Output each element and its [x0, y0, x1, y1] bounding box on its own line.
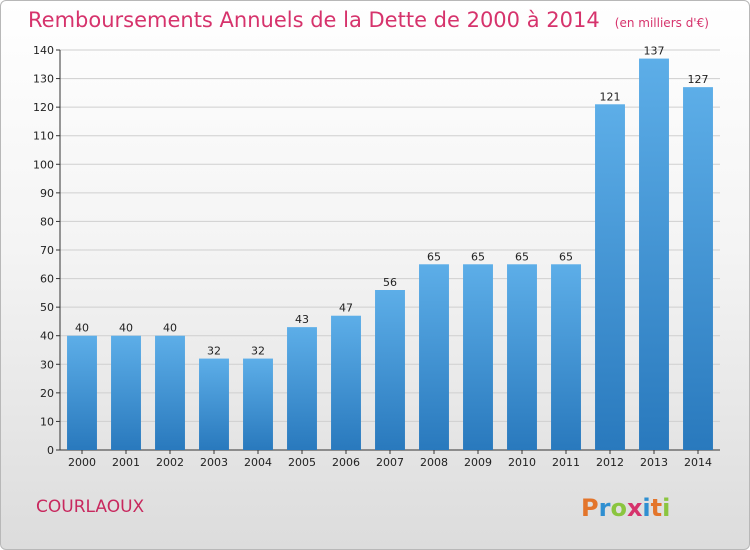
x-tick-label: 2008	[420, 456, 448, 469]
y-tick-label: 130	[33, 73, 54, 86]
bar	[155, 335, 185, 450]
data-label: 65	[471, 250, 485, 263]
x-tick-label: 2004	[244, 456, 272, 469]
bar	[463, 264, 493, 450]
bar	[67, 335, 97, 450]
bar	[243, 358, 273, 450]
logo-letter: t	[651, 494, 662, 522]
bar	[507, 264, 537, 450]
x-tick-label: 2005	[288, 456, 316, 469]
y-tick-label: 110	[33, 130, 54, 143]
x-tick-label: 2010	[508, 456, 536, 469]
x-tick-label: 2012	[596, 456, 624, 469]
y-tick-label: 70	[40, 244, 54, 257]
data-label: 40	[75, 322, 89, 335]
logo-letter: x	[627, 494, 643, 522]
data-label: 43	[295, 313, 309, 326]
bars	[67, 58, 713, 451]
data-label: 40	[163, 322, 177, 335]
proxiti-logo: Proxiti	[581, 494, 670, 522]
bar	[111, 335, 141, 450]
y-tick-label: 60	[40, 273, 54, 286]
logo-letter: i	[662, 494, 670, 522]
bar	[287, 327, 317, 450]
y-tick-label: 40	[40, 330, 54, 343]
bar	[639, 58, 669, 450]
data-label: 56	[383, 276, 397, 289]
data-label: 40	[119, 322, 133, 335]
bar	[331, 315, 361, 450]
bar	[551, 264, 581, 450]
y-tick-label: 0	[47, 444, 54, 457]
y-tick-label: 140	[33, 44, 54, 57]
x-tick-label: 2014	[684, 456, 712, 469]
data-label: 65	[559, 250, 573, 263]
bar	[683, 87, 713, 451]
logo-letter: P	[581, 494, 599, 522]
x-tick-label: 2013	[640, 456, 668, 469]
chart-title-text: Remboursements Annuels de la Dette de 20…	[28, 8, 600, 32]
bar	[199, 358, 229, 450]
x-tick-label: 2003	[200, 456, 228, 469]
y-tick-label: 80	[40, 215, 54, 228]
bar	[375, 290, 405, 450]
x-tick-labels: 2000 2001 2002 2003 2004 2005 2006 2007 2008 2009…	[68, 456, 712, 469]
data-label: 32	[207, 345, 221, 358]
bar	[419, 264, 449, 450]
bar	[595, 104, 625, 451]
y-tick-label: 20	[40, 387, 54, 400]
x-tick-label: 2009	[464, 456, 492, 469]
chart-unit-note: (en milliers d'€)	[615, 16, 709, 30]
data-label: 47	[339, 302, 353, 315]
x-tick-label: 2007	[376, 456, 404, 469]
y-tick-label: 50	[40, 301, 54, 314]
logo-letter: i	[642, 494, 650, 522]
data-label: 137	[644, 45, 665, 58]
logo-letter: o	[610, 494, 627, 522]
y-tick-label: 90	[40, 187, 54, 200]
y-tick-label: 30	[40, 358, 54, 371]
logo-letter: r	[599, 494, 611, 522]
data-label: 32	[251, 345, 265, 358]
data-label: 121	[600, 90, 621, 103]
chart-title: Remboursements Annuels de la Dette de 20…	[28, 8, 709, 32]
x-tick-label: 2006	[332, 456, 360, 469]
y-tick-label: 100	[33, 158, 54, 171]
x-tick-label: 2011	[552, 456, 580, 469]
x-tick-label: 2001	[112, 456, 140, 469]
y-tick-labels: 0 10 20 30 40 50 60 70 80 90 100 110 120 130 140	[33, 44, 54, 457]
y-tick-label: 10	[40, 415, 54, 428]
commune-name: COURLAOUX	[36, 497, 145, 517]
y-tick-label: 120	[33, 101, 54, 114]
value-labels: 40 40 40 32 32 43 47 56 65 65 65 65 121 137 127	[75, 45, 709, 358]
data-label: 65	[427, 250, 441, 263]
data-label: 65	[515, 250, 529, 263]
data-label: 127	[688, 73, 709, 86]
x-tick-label: 2002	[156, 456, 184, 469]
x-tick-label: 2000	[68, 456, 96, 469]
